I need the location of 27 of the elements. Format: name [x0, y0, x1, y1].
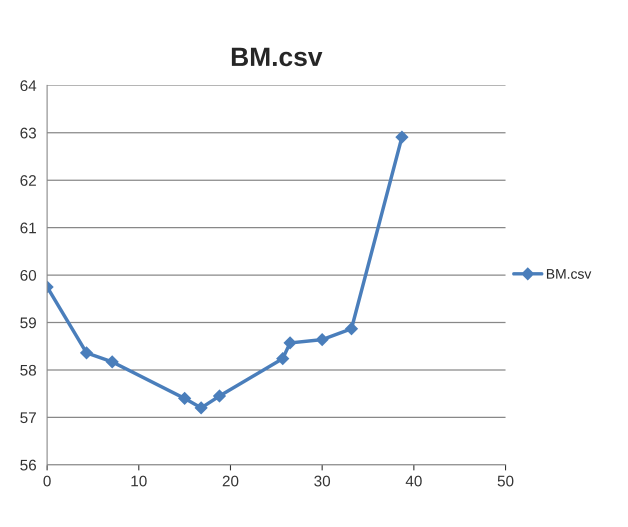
- x-tick-label: 40: [406, 476, 422, 486]
- y-tick-label: 63: [20, 128, 36, 138]
- y-tick-label: 60: [20, 270, 36, 281]
- x-tick-label: 10: [131, 476, 147, 486]
- y-tick-label: 58: [20, 364, 36, 376]
- point: [276, 352, 290, 365]
- y-tick-label: 62: [20, 175, 36, 186]
- y-tick-label: 56: [20, 460, 36, 470]
- point: [80, 346, 93, 360]
- legend-label: BM.csv: [546, 269, 592, 279]
- point: [284, 336, 296, 350]
- y-tick-label: 61: [20, 222, 36, 234]
- point: [178, 392, 192, 405]
- y-tick-label: 59: [20, 317, 36, 328]
- y-tick-label: 64: [20, 80, 36, 92]
- y-tick-label: 57: [20, 412, 36, 424]
- point: [106, 355, 119, 368]
- point: [396, 130, 408, 144]
- point: [316, 333, 329, 346]
- chart-title: BM.csv: [232, 48, 322, 66]
- x-tick-label: 30: [314, 476, 330, 486]
- point: [345, 322, 358, 336]
- point: [194, 401, 208, 414]
- x-tick-label: 50: [498, 476, 514, 486]
- x-tick-label: 20: [222, 476, 238, 486]
- x-tick-label: 0: [43, 476, 51, 486]
- point: [213, 390, 226, 402]
